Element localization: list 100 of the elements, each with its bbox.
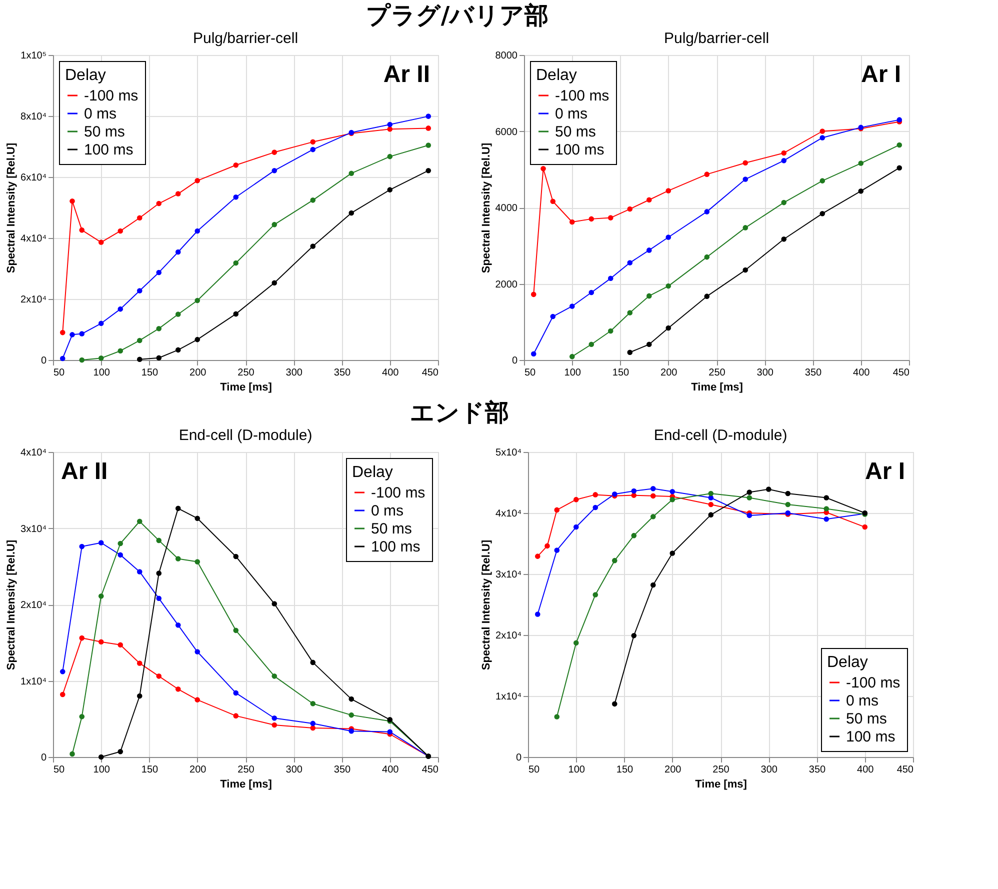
x-tick-label: 150 [616,764,634,776]
point [136,693,142,699]
point [746,495,752,500]
point [550,314,556,320]
point [348,728,354,734]
point [573,640,579,646]
x-tick-label: 150 [141,368,159,378]
point [70,332,75,338]
point [781,150,787,156]
point [272,168,278,174]
x-tick-label: 50 [524,368,536,378]
annotation: Ar II [61,458,108,485]
point [175,622,181,628]
point [569,219,575,225]
x-axis-title: Time [ms] [691,382,744,394]
point [194,649,200,654]
legend-title: Delay [352,464,393,481]
point [781,200,787,206]
y-tick-label: 3x10⁴ [496,570,522,580]
y-tick-label: 0 [40,356,47,366]
point [194,516,200,521]
point [60,330,66,336]
point [118,348,124,354]
point [666,234,672,240]
legend-label: -100 ms [846,674,900,692]
y-tick-label: 2x10⁴ [20,600,46,611]
point [540,166,546,172]
point [310,244,316,249]
point [136,215,142,221]
legend-label: 100 ms [846,728,896,746]
point [156,538,162,544]
point [704,172,710,177]
x-tick-label: 300 [760,764,778,776]
y-tick-label: 2x10⁴ [20,294,46,306]
legend-title: Delay [65,67,106,84]
point [60,356,66,362]
point [175,191,181,196]
point [631,488,637,494]
point [310,725,316,731]
x-tick-label: 250 [238,764,255,776]
x-tick-label: 250 [238,368,255,378]
x-tick-label: 400 [382,368,400,378]
legend-label: 0 ms [371,502,404,520]
y-axis-title: Spectral Intensity [Rel.U] [6,540,18,670]
y-tick-label: 5x10⁴ [496,448,522,458]
point [194,336,200,342]
point [708,490,714,496]
x-axis-title: Time [ms] [695,778,748,790]
point [310,700,316,706]
point [98,593,104,599]
point [608,276,614,282]
point [746,512,752,518]
legend-label: 50 ms [371,520,412,538]
point [175,249,181,255]
legend-label: 50 ms [84,124,125,140]
x-tick-label: 450 [422,764,439,776]
y-tick-label: 6000 [495,126,518,138]
legend-label: -100 ms [555,88,610,104]
point [588,342,594,348]
legend-label: 100 ms [555,142,604,158]
annotation: Ar I [864,458,905,485]
point [650,486,656,492]
point [650,514,656,520]
y-axis-title: Spectral Intensity [Rel.U] [6,142,18,274]
x-tick-label: 400 [853,368,870,378]
point [118,552,124,558]
point [666,188,672,194]
point [824,506,830,512]
point [612,701,618,707]
point [896,142,902,148]
point [233,554,239,560]
x-tick-label: 400 [857,764,874,776]
annotation: Ar II [383,61,430,88]
y-tick-label: 0 [40,752,47,764]
legend-label: 0 ms [846,692,879,710]
y-tick-label: 3x10⁴ [20,524,46,535]
point [98,356,104,361]
x-tick-label: 300 [756,368,774,378]
point [310,660,316,666]
x-tick-label: 350 [808,764,826,776]
point [554,714,560,720]
point [530,292,536,298]
point [156,570,162,576]
x-tick-label: 50 [54,368,66,378]
y-tick-label: 2000 [495,279,518,290]
point [573,524,579,530]
legend-label: 50 ms [846,710,887,728]
y-axis-title: Spectral Intensity [Rel.U] [480,540,493,670]
x-tick-label: 400 [382,764,400,776]
point [646,197,652,203]
point [310,146,316,152]
point [592,592,598,598]
point [79,544,85,550]
point [426,142,432,148]
point [98,240,104,245]
point [588,290,594,296]
point [820,178,826,184]
x-tick-label: 50 [54,764,66,776]
chart-subtitle: Pulg/barrier-cell [664,30,770,47]
point [272,150,278,155]
